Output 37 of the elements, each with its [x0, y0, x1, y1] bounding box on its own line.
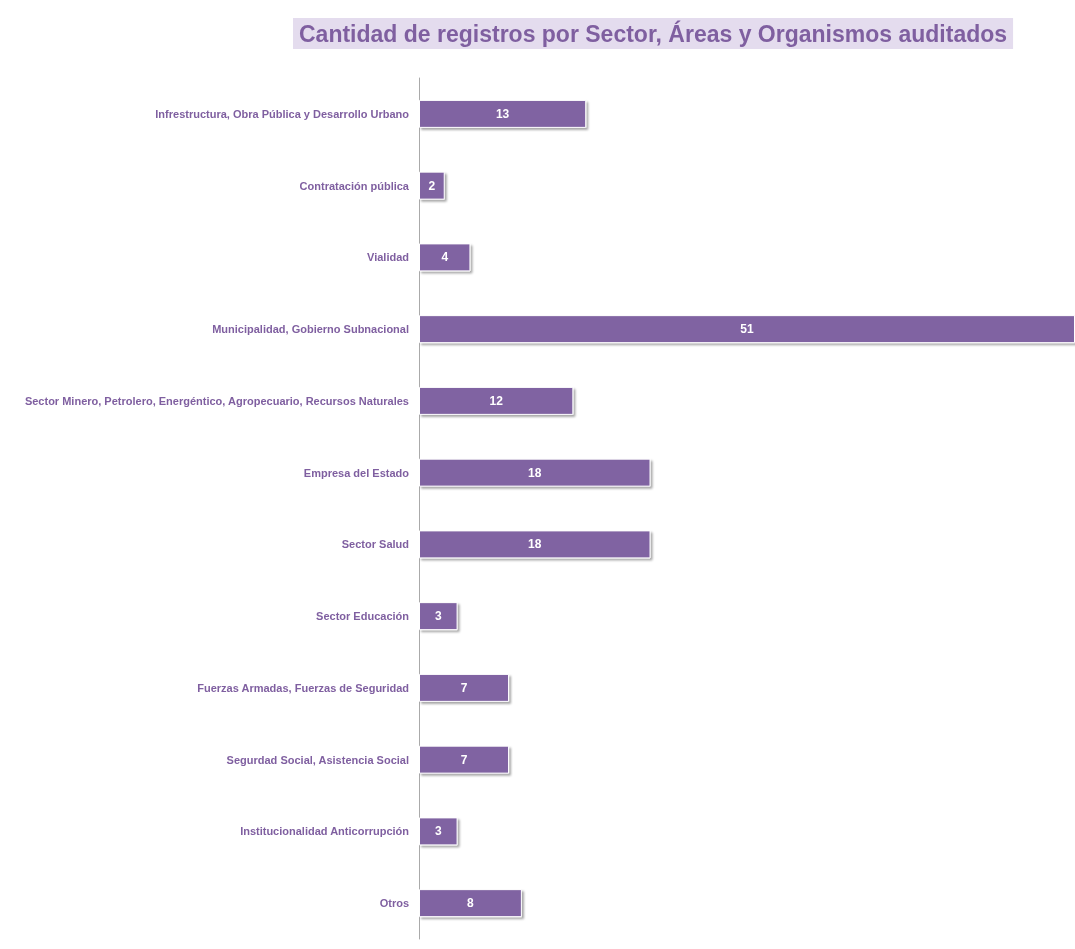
- data-label: 3: [434, 824, 442, 839]
- bar: [419, 602, 458, 631]
- data-label: 7: [460, 680, 468, 695]
- y-tick-label: Otros: [379, 897, 409, 910]
- bar: [419, 530, 651, 559]
- data-label: 3: [434, 609, 442, 624]
- data-label: 2: [428, 178, 436, 193]
- y-tick-label: Fuerzas Armadas, Fuerzas de Seguridad: [197, 681, 409, 694]
- data-label: 18: [528, 537, 542, 552]
- y-tick-label: Segurdad Social, Asistencia Social: [226, 753, 409, 766]
- data-label: 51: [740, 322, 754, 337]
- data-label: 7: [460, 752, 468, 767]
- bar: [419, 889, 522, 918]
- data-label: 8: [467, 896, 475, 911]
- y-tick-label: Sector Minero, Petrolero, Energéntico, Agropecuario, Recursos Naturales: [24, 394, 409, 407]
- bar: [419, 745, 510, 774]
- y-tick-label: Institucionalidad Anticorrupción: [240, 825, 410, 838]
- bar: [419, 458, 651, 487]
- bar: [419, 99, 587, 128]
- y-tick-label: Sector Educación: [316, 610, 410, 623]
- data-label: 13: [495, 106, 510, 121]
- y-tick-label: Contratación pública: [299, 179, 410, 192]
- data-label: 12: [489, 393, 504, 408]
- bar: [419, 315, 1075, 344]
- y-tick-label: Vialidad: [367, 251, 409, 264]
- data-label: 18: [528, 465, 542, 480]
- bar: [419, 817, 458, 846]
- y-tick-label: Municipalidad, Gobierno Subnacional: [212, 323, 409, 336]
- y-tick-label: Sector Salud: [341, 538, 409, 551]
- bar: [419, 243, 471, 272]
- bar: [419, 171, 445, 200]
- data-label: 4: [441, 250, 449, 265]
- y-tick-label: Empresa del Estado: [303, 466, 410, 479]
- bar: [419, 673, 510, 702]
- chart-title: Cantidad de registros por Sector, Áreas y Organismos auditados: [299, 19, 1008, 47]
- bar: [419, 386, 574, 415]
- y-tick-label: Infrestructura, Obra Pública y Desarrollo Urbano: [155, 107, 410, 120]
